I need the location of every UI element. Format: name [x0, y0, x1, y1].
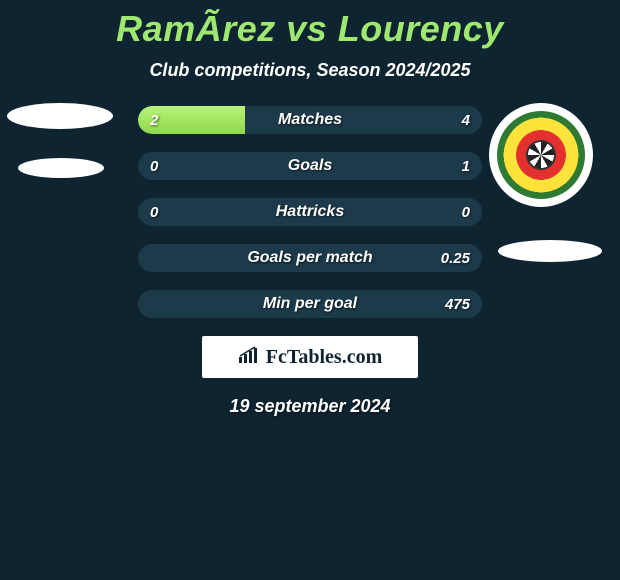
stat-row-matches: 2 Matches 4	[138, 106, 482, 134]
left-player-badge-1	[7, 103, 113, 129]
stat-value-right: 4	[462, 106, 470, 134]
crest-graphic	[497, 111, 585, 199]
stat-value-right: 0.25	[441, 244, 470, 272]
stat-label: Goals per match	[138, 244, 482, 272]
stat-label: Goals	[138, 152, 482, 180]
left-player-badge-2	[18, 158, 104, 178]
date-label: 19 september 2024	[0, 396, 620, 417]
stat-row-hattricks: 0 Hattricks 0	[138, 198, 482, 226]
subtitle: Club competitions, Season 2024/2025	[0, 60, 620, 81]
soccer-ball-icon	[526, 140, 556, 170]
stat-label: Min per goal	[138, 290, 482, 318]
stat-row-goals: 0 Goals 1	[138, 152, 482, 180]
comparison-panel: 2 Matches 4 0 Goals 1 0 Hattricks 0 Goal…	[0, 106, 620, 417]
stat-value-right: 0	[462, 198, 470, 226]
stat-label: Matches	[138, 106, 482, 134]
right-player-crest	[489, 103, 593, 207]
page-title: RamÃ­rez vs Lourency	[0, 0, 620, 50]
watermark: FcTables.com	[202, 336, 418, 378]
stat-label: Hattricks	[138, 198, 482, 226]
stat-value-right: 475	[445, 290, 470, 318]
chart-icon	[238, 346, 260, 369]
stat-value-right: 1	[462, 152, 470, 180]
right-player-badge	[498, 240, 602, 262]
stat-bars: 2 Matches 4 0 Goals 1 0 Hattricks 0 Goal…	[138, 106, 482, 318]
stat-row-min-per-goal: Min per goal 475	[138, 290, 482, 318]
watermark-text: FcTables.com	[266, 346, 382, 369]
stat-row-goals-per-match: Goals per match 0.25	[138, 244, 482, 272]
